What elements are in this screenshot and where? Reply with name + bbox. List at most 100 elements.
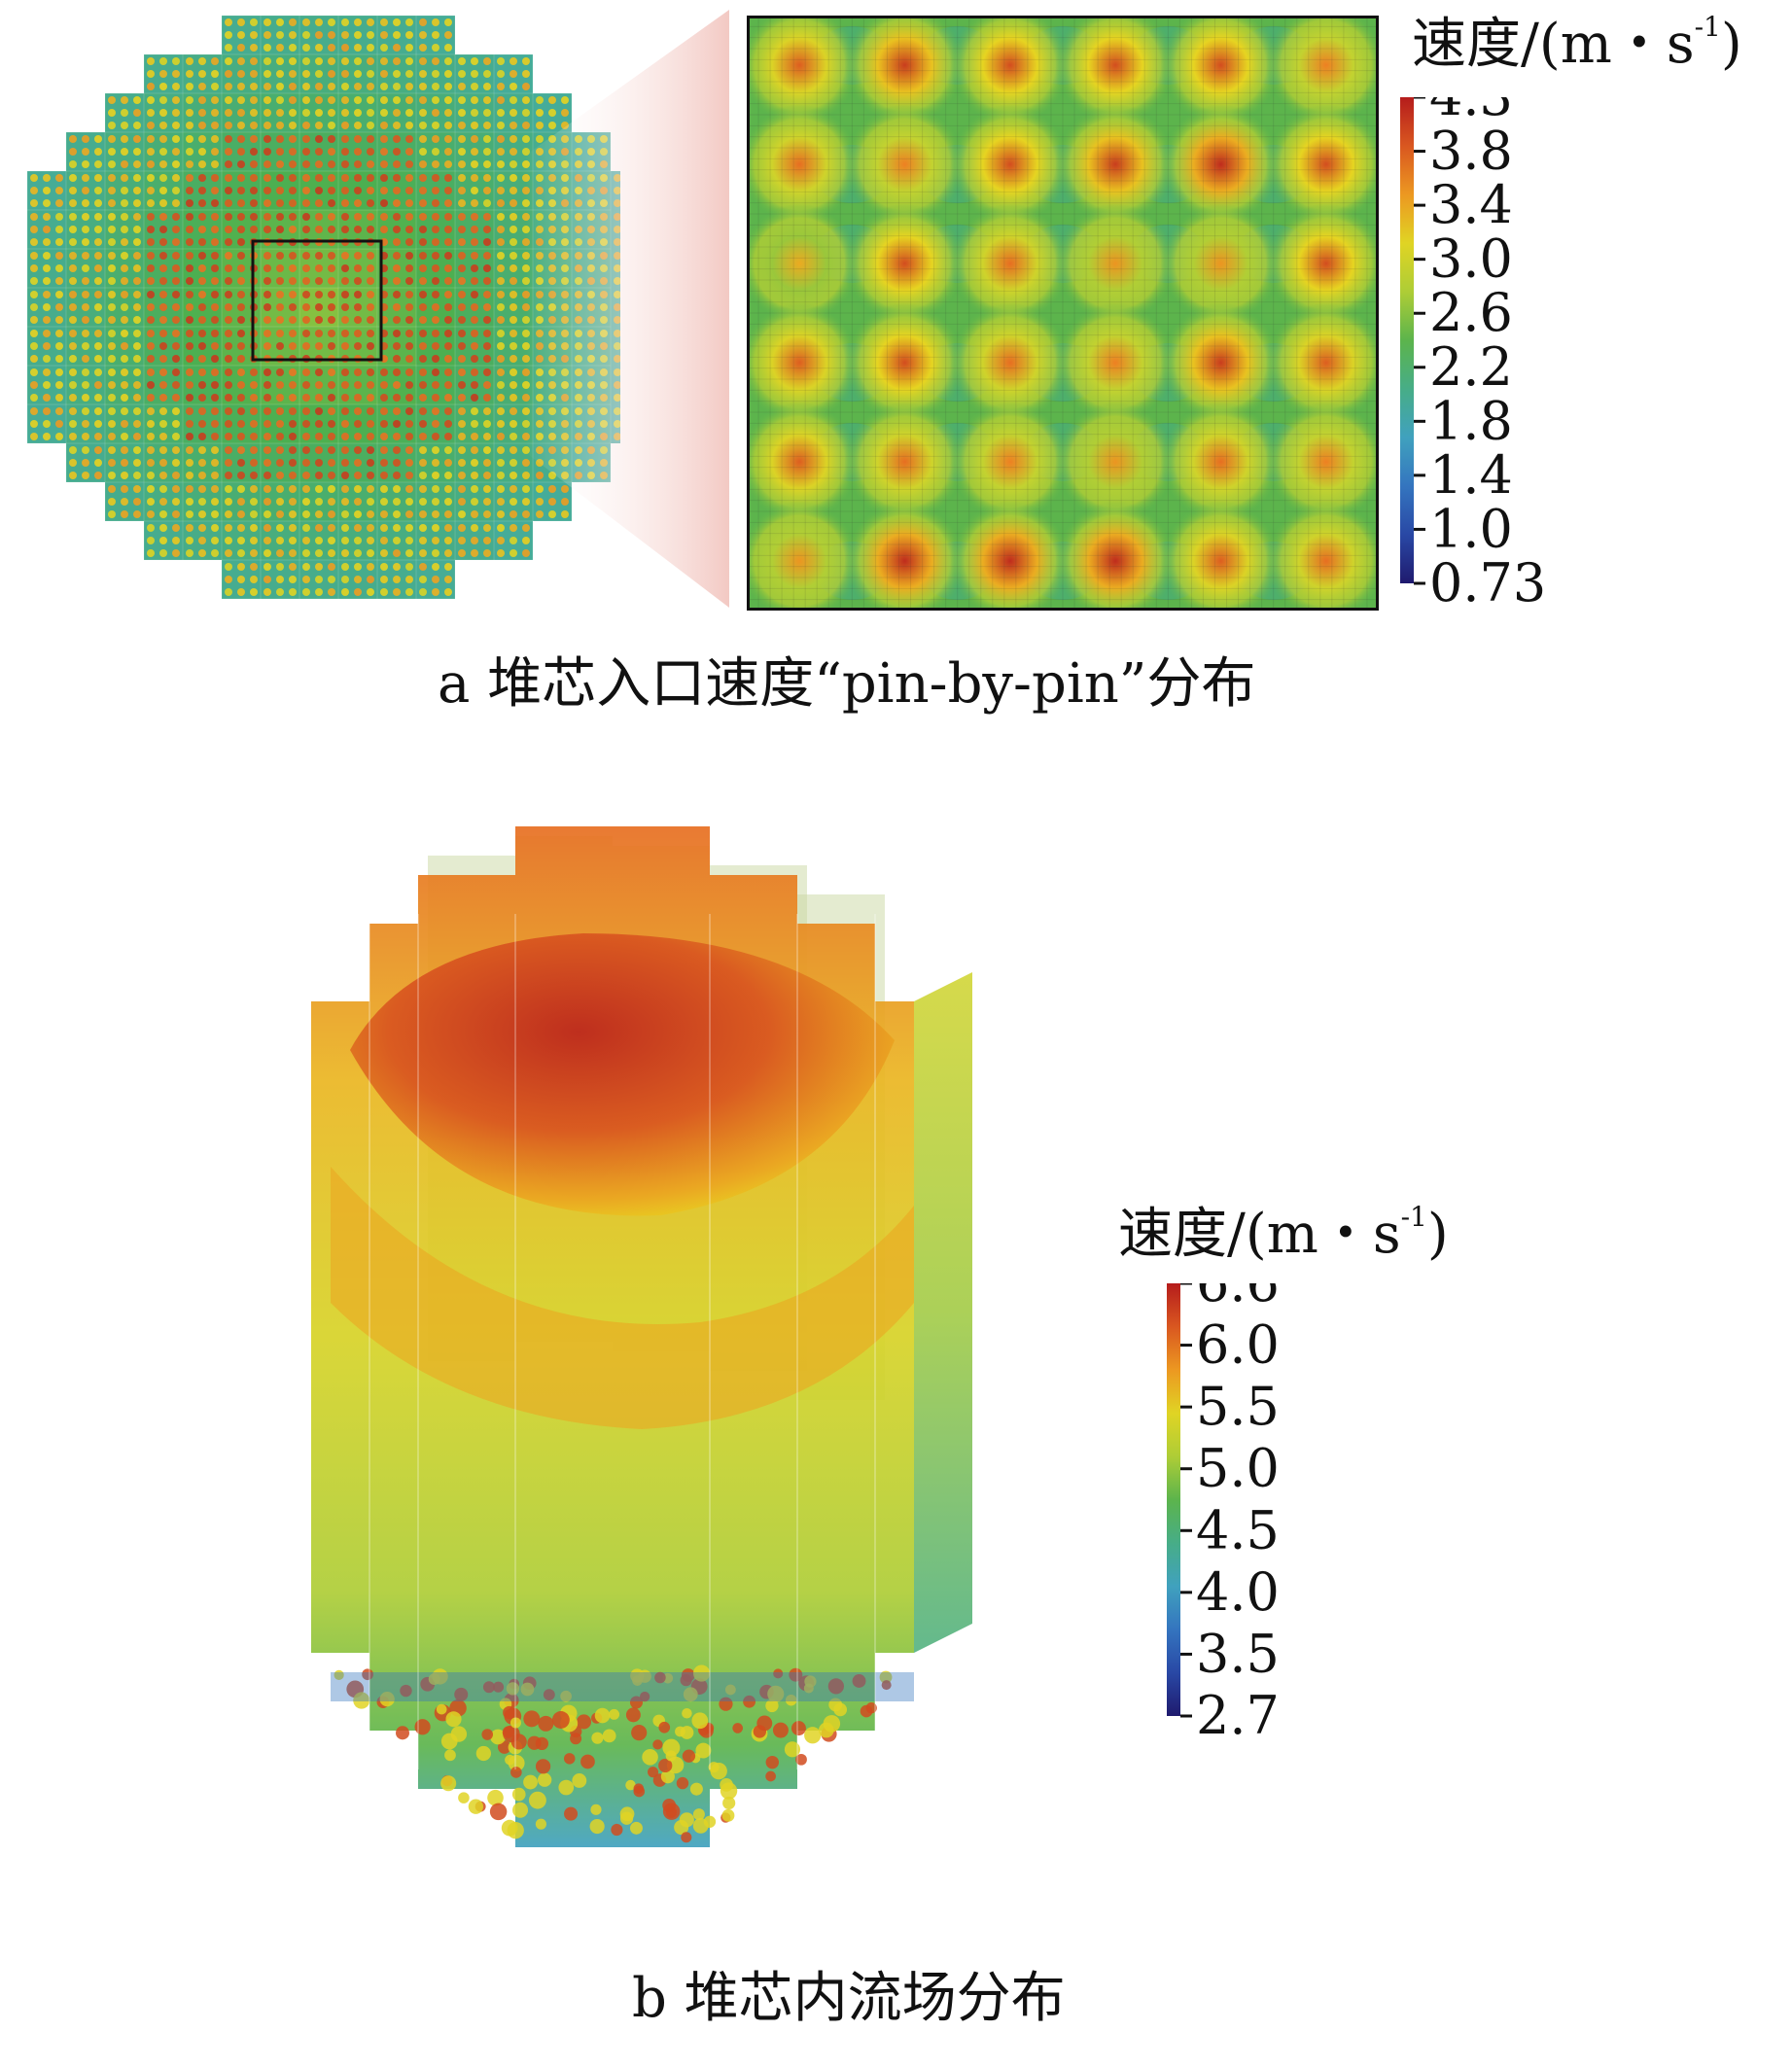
pin-dot <box>380 109 388 117</box>
pin-dot <box>432 446 439 454</box>
pin-dot <box>341 264 349 272</box>
pin-dot <box>276 485 284 493</box>
pin-dot <box>108 213 116 221</box>
pin-dot <box>133 433 141 440</box>
pin-dot <box>471 316 478 324</box>
pin-dot <box>689 1782 703 1796</box>
pin-dot <box>237 135 245 143</box>
pin-dot <box>497 83 505 90</box>
pin-dot <box>444 394 452 402</box>
pin-dot <box>393 381 401 389</box>
pin-dot <box>692 1817 709 1834</box>
pin-dot <box>147 96 155 104</box>
pin-dot <box>471 549 478 557</box>
pin-dot <box>432 588 439 596</box>
pin-dot <box>471 70 478 78</box>
pin-dot <box>432 576 439 583</box>
pin-dot <box>354 433 362 440</box>
pin-dot <box>458 510 466 518</box>
pin-dot <box>353 1692 370 1709</box>
pin-dot <box>483 109 491 117</box>
pin-dot <box>471 433 478 440</box>
pin-dot <box>354 472 362 479</box>
velocity-peak <box>844 203 966 324</box>
pin-dot <box>367 44 374 52</box>
pin-dot <box>108 355 116 363</box>
pin-dot <box>250 174 258 182</box>
pin-dot <box>69 459 77 467</box>
pin-dot <box>302 18 310 26</box>
pin-dot <box>159 122 167 129</box>
pin-dot <box>186 524 193 532</box>
pin-dot <box>785 1694 797 1706</box>
pin-dot <box>302 433 310 440</box>
pin-dot <box>186 498 193 506</box>
pin-dot <box>108 446 116 454</box>
pin-dot <box>315 199 323 207</box>
pin-dot <box>589 1818 605 1835</box>
pin-dot <box>561 498 569 506</box>
pin-dot <box>471 226 478 233</box>
pin-dot <box>419 57 427 65</box>
pin-dot <box>198 57 206 65</box>
pin-dot <box>172 446 180 454</box>
pin-dot <box>237 18 245 26</box>
pin-dot <box>419 407 427 415</box>
pin-dot <box>419 342 427 350</box>
pin-dot <box>497 537 505 544</box>
pin-dot <box>419 472 427 479</box>
pin-dot <box>341 44 349 52</box>
pin-dot <box>172 459 180 467</box>
pin-dot <box>341 381 349 389</box>
pin-dot <box>237 160 245 168</box>
pin-dot <box>444 199 452 207</box>
pin-dot <box>225 498 232 506</box>
pin-dot <box>328 576 335 583</box>
pin-dot <box>302 472 310 479</box>
pin-dot <box>133 135 141 143</box>
velocity-peak <box>747 302 861 423</box>
pin-dot <box>198 96 206 104</box>
pin-dot <box>458 1792 470 1803</box>
pin-dot <box>405 407 413 415</box>
pin-dot <box>69 342 77 350</box>
pin-dot <box>405 18 413 26</box>
pin-dot <box>354 213 362 221</box>
pin-dot <box>82 420 89 428</box>
pin-dot <box>315 485 323 493</box>
pin-dot <box>419 394 427 402</box>
pin-dot <box>133 355 141 363</box>
velocity-peak <box>747 104 861 225</box>
pin-dot <box>198 213 206 221</box>
pin-dot <box>147 226 155 233</box>
pin-dot <box>276 291 284 298</box>
inset-box <box>251 239 383 362</box>
colorbar-b-gradient-bar <box>1167 1283 1180 1716</box>
pin-dot <box>341 96 349 104</box>
pin-dot <box>695 1742 712 1759</box>
pin-dot <box>536 498 544 506</box>
pin-dot <box>147 433 155 440</box>
pin-dot <box>186 355 193 363</box>
pin-dot <box>211 226 219 233</box>
pin-dot <box>264 187 271 194</box>
pin-dot <box>497 498 505 506</box>
pin-dot <box>444 420 452 428</box>
pin-dot <box>419 510 427 518</box>
pin-dot <box>315 316 323 324</box>
pin-dot <box>302 213 310 221</box>
pin-dot <box>302 135 310 143</box>
pin-dot <box>432 187 439 194</box>
pin-dot <box>121 109 128 117</box>
pin-dot <box>264 31 271 39</box>
pin-dot <box>458 316 466 324</box>
pin-dot <box>380 420 388 428</box>
pin-dot <box>405 355 413 363</box>
pin-dot <box>159 472 167 479</box>
pin-dot <box>458 303 466 311</box>
pin-dot <box>82 459 89 467</box>
pin-dot <box>159 498 167 506</box>
pin-dot <box>722 1796 736 1810</box>
pin-dot <box>108 498 116 506</box>
pin-dot <box>393 57 401 65</box>
